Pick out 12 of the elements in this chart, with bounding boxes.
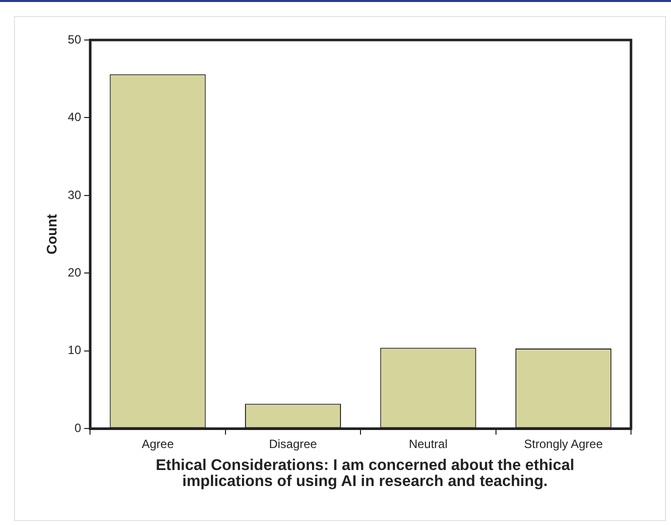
y-tick-label: 50 bbox=[68, 32, 82, 46]
y-tick-label: 30 bbox=[68, 188, 82, 202]
y-tick-label: 20 bbox=[68, 265, 82, 280]
x-tick-label: Disagree bbox=[268, 437, 318, 452]
y-tick-label: 40 bbox=[68, 110, 82, 124]
x-tick-label: Neutral bbox=[408, 437, 448, 452]
y-tick-label: 10 bbox=[68, 343, 82, 358]
y-axis-title: Count bbox=[43, 214, 60, 255]
x-tick-label: Agree bbox=[142, 437, 174, 452]
x-tick-label: Strongly Agree bbox=[524, 437, 604, 452]
x-axis-title: Ethical Considerations: I am concerned about the ethical implications of using AI in research and teaching. bbox=[154, 457, 576, 490]
y-tick-label: 0 bbox=[74, 420, 82, 435]
